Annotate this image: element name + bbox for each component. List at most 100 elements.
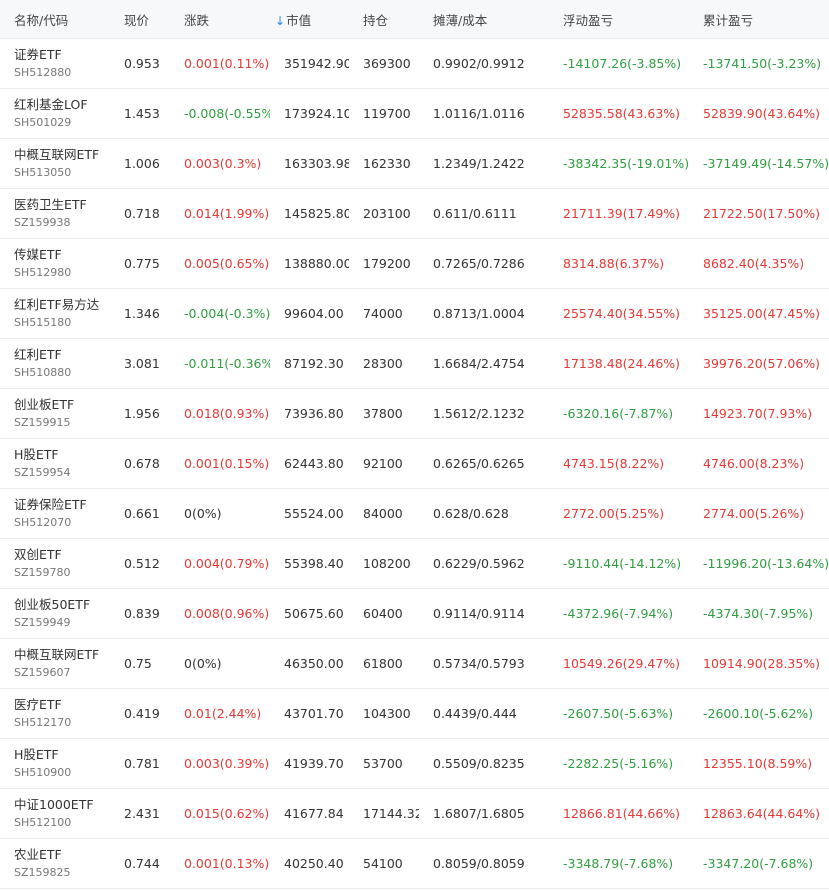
fund-name-cell[interactable]: 创业板ETF SZ159915	[0, 396, 110, 431]
floating-pl: 2772.00(5.25%)	[563, 506, 665, 521]
table-row[interactable]: 证券ETF SH512880 0.953 0.001(0.11%) 351942.90 3…	[0, 39, 829, 89]
position-quantity: 203100	[363, 206, 411, 221]
table-row[interactable]: 中证1000ETF SH512100 2.431 0.015(0.62%) 41677.…	[0, 789, 829, 839]
fund-name[interactable]: 传媒ETF	[14, 247, 62, 262]
table-row[interactable]: 红利ETF易方达 SH515180 1.346 -0.004(-0.3%) 99604.…	[0, 289, 829, 339]
price-change: 0.001(0.13%)	[184, 856, 270, 871]
diluted-cost: 1.6684/2.4754	[433, 356, 525, 371]
diluted-cost: 0.8059/0.8059	[433, 856, 525, 871]
column-header-name[interactable]: 名称/代码	[14, 12, 69, 28]
table-row[interactable]: H股ETF SZ159954 0.678 0.001(0.15%) 62443.80 92…	[0, 439, 829, 489]
fund-name[interactable]: 证券保险ETF	[14, 497, 87, 512]
fund-name-cell[interactable]: 医疗ETF SH512170	[0, 696, 110, 731]
fund-name[interactable]: 创业板ETF	[14, 397, 75, 412]
diluted-cost: 0.8713/1.0004	[433, 306, 525, 321]
fund-name-cell[interactable]: 证券ETF SH512880	[0, 46, 110, 81]
fund-name-cell[interactable]: 双创ETF SZ159780	[0, 546, 110, 581]
fund-name[interactable]: 中概互联网ETF	[14, 147, 100, 162]
fund-name[interactable]: 中概互联网ETF	[14, 647, 100, 662]
fund-name-cell[interactable]: 证券保险ETF SH512070	[0, 496, 110, 531]
table-row[interactable]: 双创ETF SZ159780 0.512 0.004(0.79%) 55398.40 10…	[0, 539, 829, 589]
fund-name-cell[interactable]: H股ETF SH510900	[0, 746, 110, 781]
fund-name[interactable]: 双创ETF	[14, 547, 62, 562]
fund-name[interactable]: 证券ETF	[14, 47, 62, 62]
table-row[interactable]: 创业板50ETF SZ159949 0.839 0.008(0.96%) 50675.6…	[0, 589, 829, 639]
market-value: 46350.00	[284, 656, 344, 671]
fund-name[interactable]: H股ETF	[14, 747, 59, 762]
current-price: 0.419	[124, 706, 160, 721]
column-header-price[interactable]: 现价	[124, 12, 150, 28]
cumulative-pl: 14923.70(7.93%)	[703, 406, 813, 421]
column-header-position[interactable]: 持仓	[363, 12, 389, 28]
fund-name[interactable]: 医药卫生ETF	[14, 197, 87, 212]
current-price: 0.781	[124, 756, 160, 771]
fund-name[interactable]: 中证1000ETF	[14, 797, 94, 812]
table-row[interactable]: H股ETF SH510900 0.781 0.003(0.39%) 41939.70 53…	[0, 739, 829, 789]
price-change: 0(0%)	[184, 506, 222, 521]
fund-name-cell[interactable]: 中概互联网ETF SZ159607	[0, 646, 110, 681]
fund-name-cell[interactable]: 红利基金LOF SH501029	[0, 96, 110, 131]
fund-name-cell[interactable]: 传媒ETF SH512980	[0, 246, 110, 281]
position-quantity: 369300	[363, 56, 411, 71]
arrow-down-icon: ↓	[275, 13, 286, 28]
diluted-cost: 0.611/0.6111	[433, 206, 517, 221]
market-value: 138880.00	[284, 256, 349, 271]
floating-pl: -14107.26(-3.85%)	[563, 56, 682, 71]
price-change: 0.001(0.11%)	[184, 56, 270, 71]
table-row[interactable]: 证券保险ETF SH512070 0.661 0(0%) 55524.00 84000 0.…	[0, 489, 829, 539]
cumulative-pl: 10914.90(28.35%)	[703, 656, 821, 671]
diluted-cost: 1.6807/1.6805	[433, 806, 525, 821]
price-change: 0.003(0.3%)	[184, 156, 262, 171]
fund-name[interactable]: 红利ETF	[14, 347, 62, 362]
current-price: 0.839	[124, 606, 160, 621]
table-row[interactable]: 医疗ETF SH512170 0.419 0.01(2.44%) 43701.70 104…	[0, 689, 829, 739]
current-price: 0.678	[124, 456, 160, 471]
current-price: 1.453	[124, 106, 160, 121]
fund-name-cell[interactable]: 中概互联网ETF SH513050	[0, 146, 110, 181]
cumulative-pl: -2600.10(-5.62%)	[703, 706, 814, 721]
cumulative-pl: 12355.10(8.59%)	[703, 756, 813, 771]
current-price: 0.661	[124, 506, 160, 521]
market-value: 173924.10	[284, 106, 349, 121]
table-row[interactable]: 创业板ETF SZ159915 1.956 0.018(0.93%) 73936.80 3…	[0, 389, 829, 439]
fund-name-cell[interactable]: 中证1000ETF SH512100	[0, 796, 110, 831]
cumulative-pl: 2774.00(5.26%)	[703, 506, 805, 521]
table-row[interactable]: 红利ETF SH510880 3.081 -0.011(-0.36%) 87192.30…	[0, 339, 829, 389]
fund-name[interactable]: 医疗ETF	[14, 697, 62, 712]
market-value: 145825.80	[284, 206, 349, 221]
market-value: 40250.40	[284, 856, 344, 871]
price-change: -0.008(-0.55%)	[184, 106, 270, 121]
fund-name[interactable]: 农业ETF	[14, 847, 62, 862]
fund-name-cell[interactable]: 医药卫生ETF SZ159938	[0, 196, 110, 231]
fund-name-cell[interactable]: 红利ETF易方达 SH515180	[0, 296, 110, 331]
diluted-cost: 0.7265/0.7286	[433, 256, 525, 271]
fund-name-cell[interactable]: 创业板50ETF SZ159949	[0, 596, 110, 631]
diluted-cost: 1.5612/2.1232	[433, 406, 525, 421]
fund-name[interactable]: H股ETF	[14, 447, 59, 462]
column-header-floating-pl[interactable]: 浮动盈亏	[563, 12, 614, 28]
table-row[interactable]: 中概互联网ETF SZ159607 0.75 0(0%) 46350.00 61800 0.…	[0, 639, 829, 689]
table-row[interactable]: 红利基金LOF SH501029 1.453 -0.008(-0.55%) 173924…	[0, 89, 829, 139]
fund-name[interactable]: 创业板50ETF	[14, 597, 91, 612]
column-header-market-value[interactable]: ↓市值	[270, 10, 349, 29]
fund-code: SH512070	[14, 516, 72, 529]
column-header-cost[interactable]: 摊薄/成本	[433, 12, 488, 28]
table-row[interactable]: 中概互联网ETF SH513050 1.006 0.003(0.3%) 163303.9…	[0, 139, 829, 189]
fund-code: SZ159954	[14, 466, 71, 479]
current-price: 0.718	[124, 206, 160, 221]
table-row[interactable]: 农业ETF SZ159825 0.744 0.001(0.13%) 40250.40 54…	[0, 839, 829, 889]
market-value: 50675.60	[284, 606, 344, 621]
fund-name[interactable]: 红利ETF易方达	[14, 297, 100, 312]
column-header-change[interactable]: 涨跌	[184, 12, 210, 28]
fund-name-cell[interactable]: H股ETF SZ159954	[0, 446, 110, 481]
fund-name-cell[interactable]: 农业ETF SZ159825	[0, 846, 110, 881]
table-row[interactable]: 医药卫生ETF SZ159938 0.718 0.014(1.99%) 145825.8…	[0, 189, 829, 239]
fund-name-cell[interactable]: 红利ETF SH510880	[0, 346, 110, 381]
position-quantity: 162330	[363, 156, 411, 171]
price-change: 0.004(0.79%)	[184, 556, 270, 571]
fund-name[interactable]: 红利基金LOF	[14, 97, 88, 112]
table-row[interactable]: 传媒ETF SH512980 0.775 0.005(0.65%) 138880.00 1…	[0, 239, 829, 289]
floating-pl: 52835.58(43.63%)	[563, 106, 681, 121]
column-header-cumulative-pl[interactable]: 累计盈亏	[703, 12, 754, 28]
fund-code: SH513050	[14, 166, 72, 179]
